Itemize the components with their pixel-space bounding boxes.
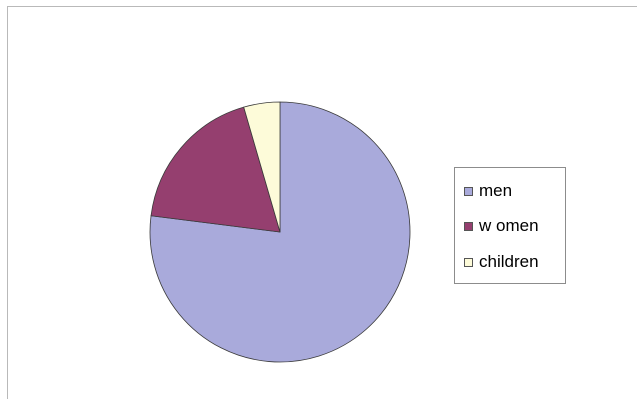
legend-item-children: children xyxy=(464,252,539,272)
legend-item-women: w omen xyxy=(464,216,539,236)
legend-label-men: men xyxy=(479,181,513,200)
legend: men w omen children xyxy=(454,167,566,284)
legend-label-women: w omen xyxy=(479,216,539,235)
pie-chart xyxy=(149,101,411,363)
pie-slice-children xyxy=(243,101,281,233)
chart-area: men w omen children xyxy=(7,6,637,399)
legend-item-men: men xyxy=(464,181,512,201)
legend-swatch-women xyxy=(464,221,473,231)
pie-slice-women xyxy=(150,106,281,233)
legend-label-children: children xyxy=(479,252,539,271)
legend-swatch-children xyxy=(464,257,473,267)
legend-swatch-men xyxy=(464,186,473,196)
